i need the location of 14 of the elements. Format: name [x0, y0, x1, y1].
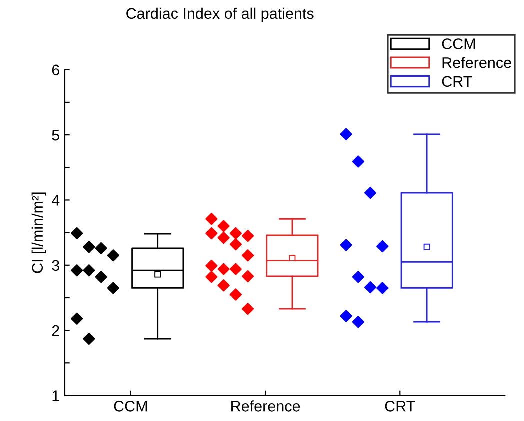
legend-label: Reference: [442, 57, 512, 68]
y-axis-title: CI [l/min/m²]: [32, 192, 46, 274]
legend-label: CCM: [442, 38, 476, 50]
y-tick-label: 6: [52, 64, 60, 76]
legend-label: CRT: [442, 76, 472, 88]
chart-title: Cardiac Index of all patients: [126, 8, 314, 22]
y-tick-label: 2: [52, 325, 60, 336]
x-tick-label: CCM: [114, 401, 148, 412]
y-tick-label: 1: [52, 390, 60, 402]
y-tick-label: 3: [52, 260, 60, 272]
y-tick-label: 4: [52, 195, 60, 206]
x-tick-label: CRT: [385, 401, 416, 412]
x-tick-label: Reference: [232, 400, 300, 412]
y-tick-label: 5: [52, 130, 60, 141]
